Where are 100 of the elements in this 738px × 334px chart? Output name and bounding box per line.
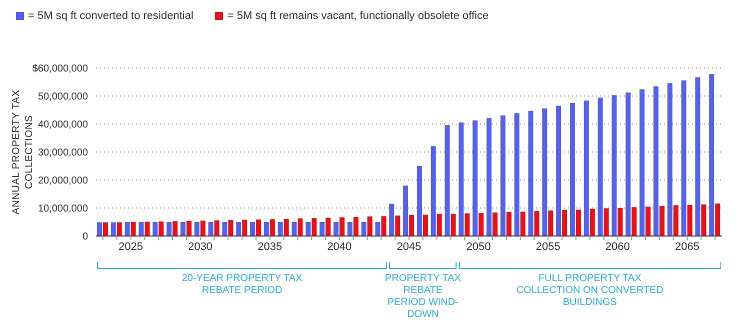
bar — [228, 220, 234, 236]
x-tick-label: 2025 — [118, 240, 144, 253]
bar — [673, 205, 678, 236]
bar — [158, 221, 164, 236]
bar — [618, 208, 623, 236]
bar — [576, 210, 581, 236]
bar — [306, 222, 311, 236]
y-tick-label: 50,000,000 — [38, 92, 88, 103]
bar — [250, 222, 256, 236]
y-tick-label: 0 — [82, 232, 88, 243]
text: 20-YEAR PROPERTY TAX REBATE PERIOD — [180, 273, 304, 297]
bar — [375, 222, 380, 236]
bar — [626, 92, 631, 236]
bar — [312, 218, 317, 236]
y-tick-label: 10,000,000 — [38, 204, 88, 215]
x-tick-label: 2050 — [466, 240, 491, 253]
bar — [395, 216, 400, 236]
bar — [242, 220, 248, 236]
bar — [695, 77, 700, 236]
bar — [138, 222, 144, 236]
bar — [687, 204, 692, 236]
bar — [604, 208, 609, 236]
y-tick-label: 30,000,000 — [38, 148, 88, 159]
bar — [353, 216, 358, 236]
text: PROPERTY TAX REBATE PERIOD WIND-DOWN — [384, 273, 462, 321]
bar — [528, 110, 534, 236]
bar — [430, 146, 436, 236]
bar — [333, 222, 338, 236]
bar — [542, 108, 548, 236]
bar — [458, 122, 464, 236]
x-tick-label: 2055 — [536, 240, 560, 253]
bar — [347, 222, 352, 236]
bar — [534, 211, 540, 236]
bar — [436, 214, 442, 236]
bar — [200, 220, 206, 236]
bar — [180, 222, 186, 236]
bar — [659, 206, 664, 236]
bar — [715, 204, 720, 236]
y-tick-label: 20,000,000 — [38, 176, 88, 187]
bar — [186, 220, 192, 236]
bar — [264, 222, 269, 236]
bar — [422, 214, 428, 236]
bar — [194, 222, 200, 236]
bar — [208, 222, 214, 236]
bar — [298, 218, 303, 236]
x-tick-label: 2045 — [396, 240, 422, 253]
legend-label: = 5M sq ft remains vacant, functionally obsolete office — [227, 10, 489, 22]
bar — [236, 222, 242, 236]
bar — [478, 213, 484, 236]
bar — [381, 216, 386, 236]
bar — [172, 221, 178, 236]
bar — [278, 222, 283, 236]
bar — [409, 215, 414, 236]
bar — [486, 118, 492, 236]
bar — [548, 210, 554, 236]
bar — [520, 212, 526, 236]
bar — [110, 222, 116, 236]
bar — [640, 89, 645, 236]
bar — [598, 98, 603, 236]
y-tick-label: $60,000,000 — [32, 64, 88, 75]
bar — [339, 217, 344, 236]
bar — [361, 222, 366, 236]
bar — [646, 206, 651, 236]
bar — [584, 100, 589, 236]
bar — [222, 222, 228, 236]
bar — [320, 222, 325, 236]
bar — [500, 115, 506, 236]
bar — [514, 113, 520, 236]
x-tick-label: 2060 — [605, 240, 630, 253]
bar — [124, 222, 130, 236]
bar — [556, 106, 562, 236]
bar — [214, 220, 220, 236]
bar — [464, 213, 470, 236]
bar — [152, 222, 158, 236]
bar — [667, 83, 672, 236]
bar — [492, 212, 498, 236]
bar — [701, 204, 706, 236]
bar — [389, 204, 394, 236]
bar — [403, 186, 408, 236]
bar — [472, 120, 478, 236]
bar — [612, 95, 617, 236]
bar — [166, 222, 172, 236]
bar — [632, 207, 637, 236]
bar — [562, 210, 568, 236]
bar — [681, 80, 686, 236]
bar — [709, 74, 714, 236]
bar — [326, 218, 331, 236]
bar — [444, 125, 450, 236]
bar — [130, 222, 136, 236]
x-tick-label: 2040 — [327, 240, 352, 253]
bar — [292, 222, 297, 236]
x-tick-label: 2035 — [258, 240, 282, 253]
bar — [653, 86, 658, 236]
x-tick-label: 2030 — [188, 240, 213, 253]
bar — [367, 216, 372, 236]
y-tick-label: 40,000,000 — [38, 120, 88, 131]
bar — [590, 208, 595, 236]
bar — [506, 212, 512, 236]
bar — [116, 222, 122, 236]
x-tick-label: 2065 — [674, 240, 700, 253]
